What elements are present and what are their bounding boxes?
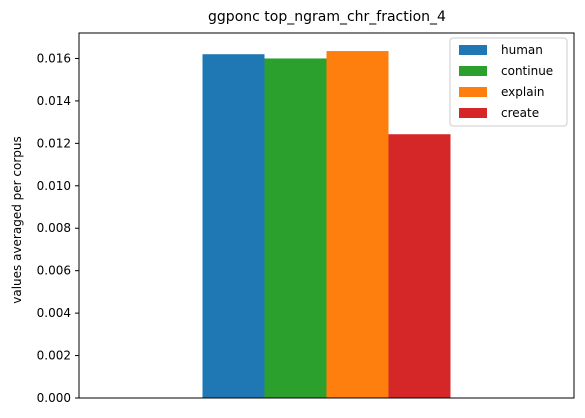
y-tick-label: 0.008: [37, 221, 71, 235]
legend-swatch-create: [459, 108, 487, 118]
y-tick-label: 0.004: [37, 306, 71, 320]
legend-swatch-continue: [459, 66, 487, 76]
plot-frame: [78, 32, 575, 399]
y-tick-label: 0.014: [37, 94, 71, 108]
legend-box: [449, 37, 568, 127]
y-tick-label: 0.002: [37, 349, 71, 363]
bar-human: [202, 54, 265, 398]
bar-create: [388, 134, 451, 399]
y-tick-label: 0.012: [37, 136, 71, 150]
legend-label-explain: explain: [501, 85, 545, 99]
y-tick-label: 0.010: [37, 179, 71, 193]
legend-label-continue: continue: [501, 64, 553, 78]
y-tick-label: 0.000: [37, 391, 71, 405]
chart-title: ggponc top_ngram_chr_fraction_4: [208, 9, 446, 25]
legend-swatch-human: [459, 45, 487, 55]
bars-group: [202, 51, 451, 399]
legend-swatch-explain: [459, 87, 487, 97]
bar-continue: [264, 58, 327, 398]
legend-label-human: human: [501, 43, 543, 57]
bar-explain: [326, 51, 389, 399]
y-axis: 0.000 0.002 0.004 0.006 0.008 0.010 0.012 0.014…: [37, 51, 79, 405]
y-axis-label: values averaged per corpus: [10, 136, 24, 304]
y-tick-label: 0.016: [37, 51, 71, 65]
legend-label-create: create: [501, 106, 539, 120]
y-tick-label: 0.006: [37, 264, 71, 278]
legend: human continue explain create: [449, 37, 568, 127]
